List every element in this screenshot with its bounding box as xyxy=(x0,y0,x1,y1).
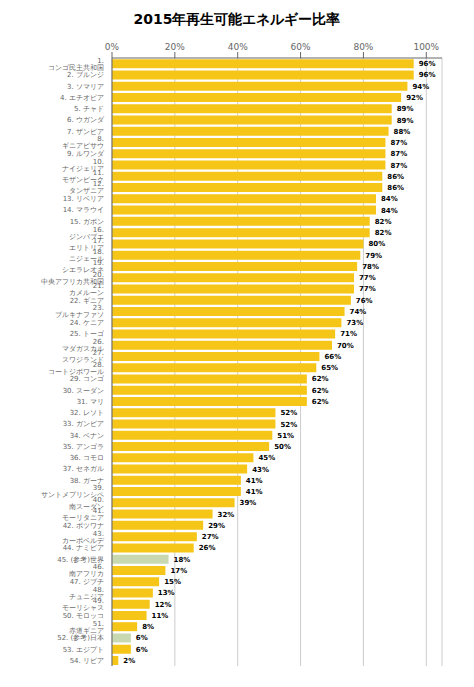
svg-text:6%: 6% xyxy=(136,646,148,654)
svg-text:1.コンゴ民主共和国: 1.コンゴ民主共和国 xyxy=(48,57,104,72)
svg-text:8.ギニアビサウ: 8.ギニアビサウ xyxy=(62,135,104,150)
svg-text:6. ウガンダ: 6. ウガンダ xyxy=(67,116,105,124)
svg-text:43%: 43% xyxy=(252,466,269,474)
svg-text:24. ケニア: 24. ケニア xyxy=(70,319,104,327)
svg-text:74%: 74% xyxy=(350,308,367,316)
svg-text:87%: 87% xyxy=(390,162,407,170)
svg-text:76%: 76% xyxy=(356,297,373,305)
svg-text:29. コンゴ: 29. コンゴ xyxy=(70,375,105,383)
svg-text:100%: 100% xyxy=(413,42,439,52)
svg-text:8%: 8% xyxy=(142,623,154,631)
svg-text:3. ソマリア: 3. ソマリア xyxy=(67,83,104,91)
svg-text:96%: 96% xyxy=(419,71,436,79)
svg-text:32%: 32% xyxy=(218,511,235,519)
svg-text:31. マリ: 31. マリ xyxy=(77,398,104,406)
svg-text:40%: 40% xyxy=(228,42,248,52)
svg-text:0%: 0% xyxy=(105,42,120,52)
svg-text:36. コモロ: 36. コモロ xyxy=(70,454,104,462)
svg-text:78%: 78% xyxy=(362,263,379,271)
svg-text:54. リビア: 54. リビア xyxy=(70,657,104,665)
svg-text:13. リベリア: 13. リベリア xyxy=(63,195,104,203)
svg-text:92%: 92% xyxy=(406,94,423,102)
svg-text:77%: 77% xyxy=(359,285,376,293)
svg-text:41.モーリタニア: 41.モーリタニア xyxy=(62,507,104,522)
svg-text:60%: 60% xyxy=(291,42,311,52)
svg-text:49.モーリシャス: 49.モーリシャス xyxy=(62,597,104,612)
svg-text:28.コートジボワール: 28.コートジボワール xyxy=(48,361,104,376)
svg-text:12%: 12% xyxy=(155,601,172,609)
svg-text:62%: 62% xyxy=(312,375,329,383)
svg-text:4. エチオピア: 4. エチオピア xyxy=(60,94,104,102)
svg-text:86%: 86% xyxy=(387,173,404,181)
svg-text:32. レソト: 32. レソト xyxy=(70,409,104,417)
svg-text:52%: 52% xyxy=(280,421,297,429)
svg-text:41%: 41% xyxy=(246,488,263,496)
svg-text:79%: 79% xyxy=(365,252,382,260)
svg-text:45%: 45% xyxy=(258,454,275,462)
svg-text:18%: 18% xyxy=(174,556,191,564)
svg-text:77%: 77% xyxy=(359,274,376,282)
svg-text:17%: 17% xyxy=(170,567,187,575)
svg-text:29%: 29% xyxy=(208,522,225,530)
svg-text:50%: 50% xyxy=(274,443,291,451)
svg-text:73%: 73% xyxy=(346,319,363,327)
svg-text:51.赤道ギニア: 51.赤道ギニア xyxy=(69,620,104,635)
svg-text:53. エジプト: 53. エジプト xyxy=(63,646,104,654)
svg-text:35. アンゴラ: 35. アンゴラ xyxy=(63,443,104,451)
svg-text:80%: 80% xyxy=(368,240,385,248)
svg-text:27%: 27% xyxy=(202,533,219,541)
svg-text:86%: 86% xyxy=(387,184,404,192)
svg-text:13%: 13% xyxy=(158,589,175,597)
svg-text:26%: 26% xyxy=(199,544,216,552)
svg-text:11%: 11% xyxy=(152,612,169,620)
svg-text:66%: 66% xyxy=(324,353,341,361)
svg-text:89%: 89% xyxy=(397,105,414,113)
svg-text:62%: 62% xyxy=(312,398,329,406)
svg-text:39%: 39% xyxy=(240,499,257,507)
svg-text:23.ブルキナファソ: 23.ブルキナファソ xyxy=(55,304,104,319)
svg-text:33. ガンビア: 33. ガンビア xyxy=(63,420,104,428)
svg-text:14. マラウイ: 14. マラウイ xyxy=(63,206,104,214)
svg-text:34. ベナン: 34. ベナン xyxy=(70,432,104,440)
svg-text:2%: 2% xyxy=(123,657,135,665)
svg-text:52%: 52% xyxy=(280,409,297,417)
svg-text:37. セネガル: 37. セネガル xyxy=(63,465,104,473)
svg-text:96%: 96% xyxy=(419,60,436,68)
svg-text:82%: 82% xyxy=(375,229,392,237)
svg-text:62%: 62% xyxy=(312,387,329,395)
svg-text:15%: 15% xyxy=(164,578,181,586)
svg-text:84%: 84% xyxy=(381,207,398,215)
svg-text:46.南アフリカ: 46.南アフリカ xyxy=(69,563,104,578)
svg-text:2. ブルンジ: 2. ブルンジ xyxy=(67,71,104,79)
svg-text:84%: 84% xyxy=(381,195,398,203)
svg-text:94%: 94% xyxy=(412,83,429,91)
svg-text:82%: 82% xyxy=(375,218,392,226)
svg-text:87%: 87% xyxy=(390,150,407,158)
svg-text:88%: 88% xyxy=(394,128,411,136)
svg-text:20%: 20% xyxy=(165,42,185,52)
svg-text:43.カーボベルデ: 43.カーボベルデ xyxy=(62,530,105,545)
svg-text:52. (参考)日本: 52. (参考)日本 xyxy=(57,634,104,642)
svg-text:12.タンザニア: 12.タンザニア xyxy=(69,180,104,195)
svg-text:5. チャド: 5. チャド xyxy=(74,105,104,113)
svg-text:87%: 87% xyxy=(390,139,407,147)
svg-text:71%: 71% xyxy=(340,330,357,338)
svg-text:80%: 80% xyxy=(353,42,373,52)
svg-text:51%: 51% xyxy=(277,432,294,440)
svg-text:44. ナミビア: 44. ナミビア xyxy=(63,544,104,552)
svg-text:6%: 6% xyxy=(136,634,148,642)
svg-text:70%: 70% xyxy=(337,342,354,350)
svg-text:89%: 89% xyxy=(397,117,414,125)
svg-text:65%: 65% xyxy=(321,364,338,372)
svg-text:21.カメルーン: 21.カメルーン xyxy=(69,282,104,297)
svg-text:41%: 41% xyxy=(246,477,263,485)
svg-text:30. スーダン: 30. スーダン xyxy=(63,387,104,395)
